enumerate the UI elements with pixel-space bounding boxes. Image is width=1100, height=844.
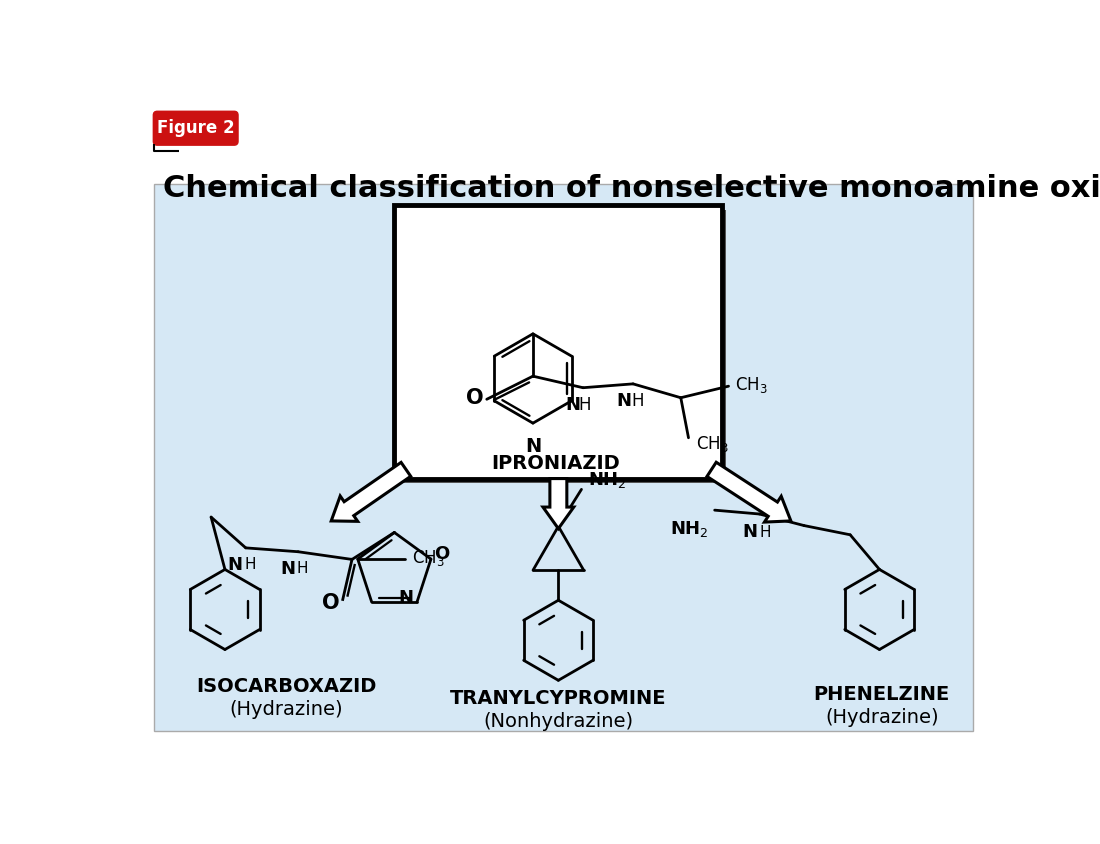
Text: H: H: [579, 396, 591, 414]
Text: NH$_2$: NH$_2$: [670, 518, 708, 538]
Text: CH$_3$: CH$_3$: [735, 375, 768, 395]
Text: ISOCARBOXAZID: ISOCARBOXAZID: [197, 677, 376, 696]
Text: (Hydrazine): (Hydrazine): [825, 708, 938, 727]
Text: (Hydrazine): (Hydrazine): [230, 700, 343, 719]
Text: TRANYLCYPROMINE: TRANYLCYPROMINE: [450, 689, 667, 707]
Text: N: N: [280, 560, 295, 577]
Text: N: N: [228, 556, 243, 574]
FancyBboxPatch shape: [154, 185, 974, 731]
Text: CH$_3$: CH$_3$: [411, 548, 444, 567]
Text: H: H: [244, 557, 256, 572]
Text: N: N: [525, 437, 541, 456]
Text: H: H: [760, 525, 771, 540]
FancyBboxPatch shape: [153, 111, 238, 145]
FancyBboxPatch shape: [395, 205, 722, 479]
FancyBboxPatch shape: [399, 210, 726, 484]
Text: O: O: [321, 592, 339, 613]
Polygon shape: [707, 463, 791, 522]
Text: IPRONIAZID: IPRONIAZID: [492, 454, 620, 473]
Text: PHENELZINE: PHENELZINE: [814, 684, 950, 704]
Text: N: N: [565, 396, 580, 414]
Text: CH$_3$: CH$_3$: [696, 434, 729, 454]
Text: N: N: [742, 523, 758, 542]
Text: (Nonhydrazine): (Nonhydrazine): [483, 711, 634, 731]
Text: O: O: [434, 545, 450, 564]
Text: Figure 2: Figure 2: [157, 119, 234, 138]
Text: Chemical classification of nonselective monoamine oxidase inhibitors: Chemical classification of nonselective …: [163, 175, 1100, 203]
Polygon shape: [543, 479, 574, 528]
Text: NH$_2$: NH$_2$: [587, 470, 626, 490]
Text: N: N: [616, 392, 631, 410]
Text: H: H: [631, 392, 644, 410]
Polygon shape: [331, 463, 410, 522]
Text: N: N: [398, 588, 414, 607]
Text: H: H: [297, 561, 308, 576]
Text: O: O: [465, 387, 483, 408]
